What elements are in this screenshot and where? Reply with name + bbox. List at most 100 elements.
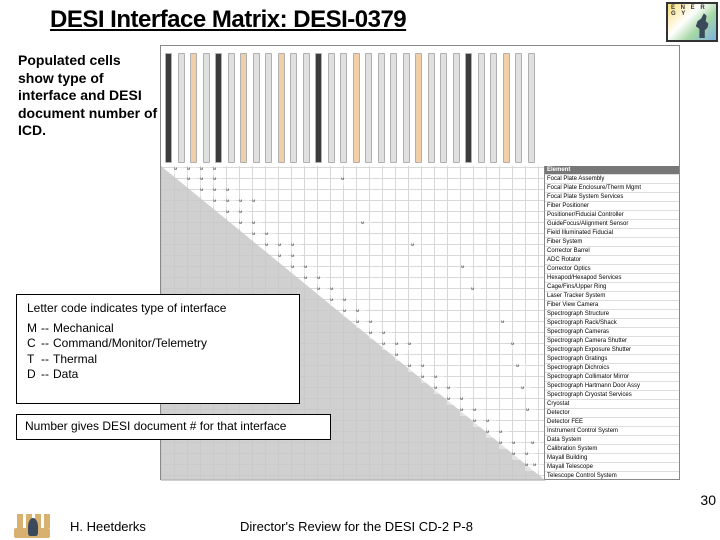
matrix-row-label: Focal Plate Assembly — [545, 175, 679, 184]
matrix-col-header — [290, 53, 297, 163]
matrix-cell: M — [265, 243, 275, 251]
matrix-cell: M — [408, 342, 418, 350]
sep: -- — [41, 321, 53, 337]
matrix-row-label: Mayall Telescope — [545, 463, 679, 472]
matrix-cell: M — [525, 452, 535, 460]
matrix-row-label: Telescope Control System — [545, 472, 679, 479]
matrix-col-header — [178, 53, 185, 163]
matrix-row-label: Detector — [545, 409, 679, 418]
matrix-cell: M — [278, 243, 288, 251]
matrix-col-header — [303, 53, 310, 163]
matrix-row-label: Spectrograph Rack/Shack — [545, 319, 679, 328]
matrix-cell: M — [291, 265, 301, 273]
matrix-cell: M — [330, 298, 340, 306]
legend-heading: Letter code indicates type of interface — [27, 301, 289, 317]
code-val: Mechanical — [53, 321, 211, 337]
matrix-row-label: Spectrograph Exposure Shutter — [545, 346, 679, 355]
matrix-row-label: Mayall Building — [545, 454, 679, 463]
matrix-row-label: Focal Plate Enclosure/Therm Mgmt — [545, 184, 679, 193]
matrix-row-label: Focal Plate System Services — [545, 193, 679, 202]
code-val: Thermal — [53, 352, 211, 368]
matrix-row-labels: ElementFocal Plate AssemblyFocal Plate E… — [544, 166, 679, 479]
matrix-row-label: Cage/Fins/Upper Ring — [545, 283, 679, 292]
matrix-cell: M — [252, 232, 262, 240]
matrix-cell: M — [278, 254, 288, 262]
matrix-row-label: Corrector Optics — [545, 265, 679, 274]
matrix-row-label: Laser Tracker System — [545, 292, 679, 301]
matrix-cell: M — [521, 386, 531, 394]
code-val: Data — [53, 367, 211, 383]
description-populated-cells: Populated cells show type of interface a… — [18, 52, 158, 140]
matrix-cell: M — [330, 287, 340, 295]
matrix-cell: M — [343, 298, 353, 306]
matrix-cell: M — [341, 177, 351, 185]
matrix-cell: M — [252, 199, 262, 207]
footer-center: Director's Review for the DESI CD-2 P-8 — [240, 519, 473, 534]
energy-logo: E N E R G Y — [666, 2, 718, 42]
matrix-cell: M — [239, 221, 249, 229]
matrix-cell: M — [291, 254, 301, 262]
matrix-row-label: Spectrograph Camera Shutter — [545, 337, 679, 346]
matrix-col-header — [428, 53, 435, 163]
matrix-cell: M — [213, 199, 223, 207]
matrix-cell: M — [226, 210, 236, 218]
matrix-cell: M — [174, 167, 184, 175]
matrix-cell: M — [187, 177, 197, 185]
matrix-cell: M — [291, 243, 301, 251]
matrix-row-label: Corrector Barrel — [545, 247, 679, 256]
matrix-cell: M — [200, 167, 210, 175]
legend-code-table: M--Mechanical C--Command/Monitor/Telemet… — [27, 321, 211, 383]
legend-letter-codes: Letter code indicates type of interface … — [16, 294, 300, 404]
matrix-cell: M — [486, 419, 496, 427]
page-number: 30 — [700, 492, 716, 508]
matrix-cell: M — [382, 331, 392, 339]
matrix-col-header — [278, 53, 285, 163]
matrix-cell: M — [512, 441, 522, 449]
matrix-cell: M — [526, 408, 536, 416]
matrix-col-header — [390, 53, 397, 163]
code-key: M — [27, 321, 41, 337]
matrix-col-header — [503, 53, 510, 163]
matrix-col-header — [215, 53, 222, 163]
matrix-cell: M — [361, 221, 371, 229]
matrix-cell: M — [499, 430, 509, 438]
matrix-col-header — [440, 53, 447, 163]
matrix-col-header — [528, 53, 535, 163]
matrix-col-header — [315, 53, 322, 163]
code-key: C — [27, 336, 41, 352]
matrix-col-header — [490, 53, 497, 163]
matrix-col-header — [165, 53, 172, 163]
matrix-row-label: Spectrograph Hartmann Door Assy — [545, 382, 679, 391]
matrix-col-header — [453, 53, 460, 163]
matrix-cell: M — [501, 320, 511, 328]
matrix-col-header — [203, 53, 210, 163]
matrix-cell: M — [226, 199, 236, 207]
matrix-col-header — [328, 53, 335, 163]
matrix-cell: M — [317, 287, 327, 295]
matrix-row-label: Spectrograph Collimator Mirror — [545, 373, 679, 382]
matrix-cell: M — [460, 397, 470, 405]
matrix-row-label: ADC Rotator — [545, 256, 679, 265]
energy-logo-text: E N E R G Y — [671, 5, 716, 17]
matrix-cell: M — [343, 309, 353, 317]
matrix-cell: M — [239, 199, 249, 207]
matrix-column-headers — [161, 46, 679, 166]
matrix-cell: M — [304, 265, 314, 273]
matrix-row-label: Cryostat — [545, 400, 679, 409]
matrix-cell: M — [395, 342, 405, 350]
matrix-cell: M — [200, 188, 210, 196]
matrix-cell: M — [252, 221, 262, 229]
matrix-row-label: Spectrograph Gratings — [545, 355, 679, 364]
matrix-col-header — [515, 53, 522, 163]
matrix-cell: M — [200, 177, 210, 185]
matrix-cell: M — [434, 375, 444, 383]
matrix-row-label: Spectrograph Cryostat Services — [545, 391, 679, 400]
footer-author: H. Heetderks — [70, 519, 146, 534]
code-key: T — [27, 352, 41, 368]
matrix-cell: M — [461, 265, 471, 273]
sep: -- — [41, 352, 53, 368]
matrix-cell: M — [369, 320, 379, 328]
matrix-row-label: Positioner/Fiducial Controller — [545, 211, 679, 220]
matrix-col-header — [403, 53, 410, 163]
matrix-col-header — [190, 53, 197, 163]
